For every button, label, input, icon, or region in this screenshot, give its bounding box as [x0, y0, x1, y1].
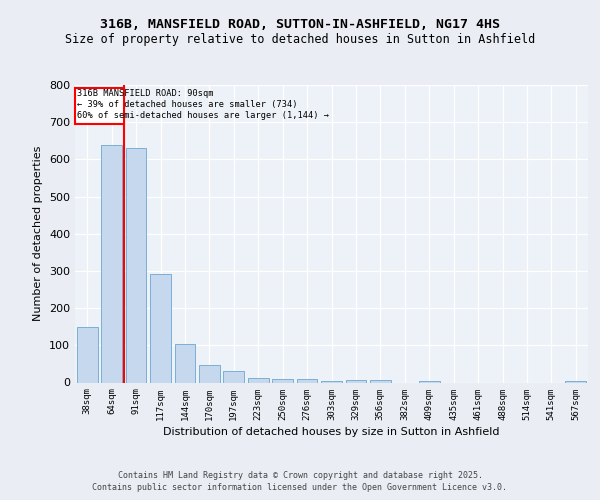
Bar: [248, 378, 269, 382]
Bar: [565, 380, 586, 382]
X-axis label: Distribution of detached houses by size in Sutton in Ashfield: Distribution of detached houses by size …: [163, 426, 500, 436]
Bar: [346, 380, 367, 382]
Bar: [223, 372, 244, 382]
Text: 316B MANSFIELD ROAD: 90sqm: 316B MANSFIELD ROAD: 90sqm: [77, 89, 213, 98]
Bar: [150, 274, 171, 382]
FancyBboxPatch shape: [76, 88, 124, 124]
Text: ← 39% of detached houses are smaller (734): ← 39% of detached houses are smaller (73…: [77, 100, 297, 109]
Bar: [199, 365, 220, 382]
Y-axis label: Number of detached properties: Number of detached properties: [34, 146, 43, 322]
Bar: [370, 380, 391, 382]
Text: 60% of semi-detached houses are larger (1,144) →: 60% of semi-detached houses are larger (…: [77, 111, 329, 120]
Text: Size of property relative to detached houses in Sutton in Ashfield: Size of property relative to detached ho…: [65, 32, 535, 46]
Bar: [77, 326, 98, 382]
Bar: [419, 380, 440, 382]
Bar: [175, 344, 196, 383]
Bar: [125, 148, 146, 382]
Bar: [296, 379, 317, 382]
Text: Contains HM Land Registry data © Crown copyright and database right 2025.
Contai: Contains HM Land Registry data © Crown c…: [92, 471, 508, 492]
Text: 316B, MANSFIELD ROAD, SUTTON-IN-ASHFIELD, NG17 4HS: 316B, MANSFIELD ROAD, SUTTON-IN-ASHFIELD…: [100, 18, 500, 30]
Bar: [321, 380, 342, 382]
Bar: [272, 379, 293, 382]
Bar: [101, 144, 122, 382]
